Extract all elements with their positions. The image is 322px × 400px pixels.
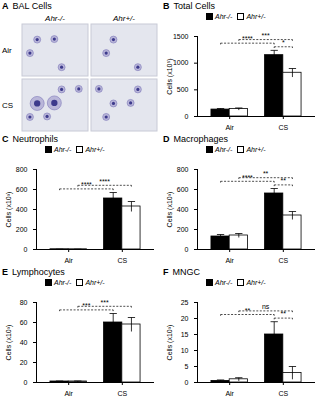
- svg-text:500: 500: [177, 86, 189, 93]
- svg-text:CS: CS: [117, 257, 127, 264]
- svg-text:CS: CS: [278, 124, 288, 131]
- html-text:Ahr-/-: Ahr-/-: [215, 279, 233, 286]
- svg-text:***: ***: [82, 302, 90, 309]
- svg-text:200: 200: [177, 226, 189, 233]
- svg-text:25: 25: [181, 299, 189, 306]
- svg-text:600: 600: [16, 186, 28, 193]
- svg-text:20: 20: [181, 315, 189, 322]
- svg-text:Air: Air: [225, 124, 234, 131]
- svg-text:0: 0: [185, 379, 189, 386]
- svg-text:1000: 1000: [173, 59, 189, 66]
- svg-text:40: 40: [20, 339, 28, 346]
- svg-text:0: 0: [185, 246, 189, 253]
- html-text:D Macrophages: D Macrophages: [163, 134, 228, 144]
- svg-text:Ahr+/-: Ahr+/-: [112, 14, 135, 23]
- svg-text:60: 60: [20, 319, 28, 326]
- svg-text:*: *: [282, 39, 285, 46]
- html-text:Ahr+/-: Ahr+/-: [85, 146, 105, 153]
- html-text:Ahr+/-: Ahr+/-: [246, 146, 266, 153]
- svg-text:**: **: [263, 170, 269, 177]
- svg-text:Air: Air: [225, 257, 234, 264]
- svg-text:10: 10: [181, 347, 189, 354]
- svg-text:80: 80: [20, 299, 28, 306]
- svg-text:****: ****: [242, 35, 253, 42]
- html-text:Lymphocytes: Lymphocytes: [12, 267, 65, 277]
- svg-text:**: **: [245, 307, 251, 314]
- svg-text:600: 600: [177, 186, 189, 193]
- svg-text:400: 400: [16, 206, 28, 213]
- html-text:Ahr+/-: Ahr+/-: [246, 13, 266, 20]
- svg-text:Air: Air: [225, 390, 234, 397]
- html-text:Ahr+/-: Ahr+/-: [85, 279, 105, 286]
- svg-text:****: ****: [242, 174, 253, 181]
- svg-text:Cells (x10³): Cells (x10³): [5, 192, 13, 228]
- svg-text:CS: CS: [2, 101, 13, 110]
- svg-text:Cells (x10³): Cells (x10³): [166, 325, 174, 361]
- svg-text:20: 20: [20, 359, 28, 366]
- svg-text:1500: 1500: [173, 33, 189, 40]
- svg-text:5: 5: [185, 363, 189, 370]
- svg-text:****: ****: [99, 178, 110, 185]
- svg-text:Air: Air: [64, 390, 73, 397]
- svg-text:200: 200: [16, 226, 28, 233]
- svg-text:***: ***: [101, 299, 109, 306]
- svg-text:CS: CS: [278, 390, 288, 397]
- svg-text:**: **: [281, 177, 287, 184]
- svg-text:0: 0: [24, 246, 28, 253]
- html-text:Ahr+/-: Ahr+/-: [246, 279, 266, 286]
- svg-text:**: **: [281, 310, 287, 317]
- html-text:Ahr-/-: Ahr-/-: [54, 146, 72, 153]
- svg-text:0: 0: [24, 379, 28, 386]
- svg-text:800: 800: [177, 166, 189, 173]
- svg-text:Cells (x10³): Cells (x10³): [166, 192, 174, 228]
- svg-text:Air: Air: [64, 257, 73, 264]
- svg-text:800: 800: [16, 166, 28, 173]
- html-text:Ahr-/-: Ahr-/-: [54, 279, 72, 286]
- svg-text:Cells (x10⁵): Cells (x10⁵): [166, 58, 174, 94]
- svg-text:Air: Air: [2, 46, 12, 55]
- svg-text:0: 0: [185, 113, 189, 120]
- html-text:E: E: [2, 267, 8, 277]
- html-text:A BAL Cells: A BAL Cells: [2, 1, 52, 11]
- html-text:F MNGC: F MNGC: [163, 267, 200, 277]
- html-text:B Total Cells: B Total Cells: [163, 1, 215, 11]
- svg-text:CS: CS: [117, 390, 127, 397]
- svg-text:Ahr-/-: Ahr-/-: [44, 14, 65, 23]
- svg-text:***: ***: [262, 32, 270, 39]
- svg-text:Cells (x10³): Cells (x10³): [5, 325, 13, 361]
- svg-text:15: 15: [181, 331, 189, 338]
- svg-text:****: ****: [81, 181, 92, 188]
- html-text:Ahr-/-: Ahr-/-: [215, 146, 233, 153]
- svg-text:CS: CS: [278, 257, 288, 264]
- html-text:C Neutrophils: C Neutrophils: [2, 134, 58, 144]
- svg-text:400: 400: [177, 206, 189, 213]
- svg-text:ns: ns: [262, 303, 270, 310]
- html-text:Ahr-/-: Ahr-/-: [215, 13, 233, 20]
